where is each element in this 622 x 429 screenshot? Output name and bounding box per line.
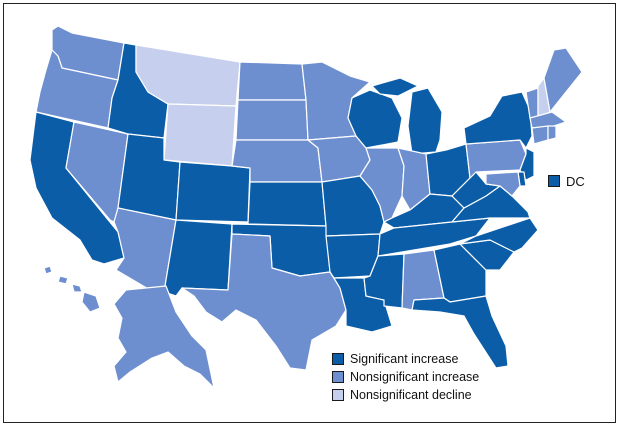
state-HI[interactable] — [43, 265, 101, 313]
state-KS[interactable] — [247, 181, 327, 227]
state-AK[interactable] — [113, 285, 215, 389]
legend-label: Nonsignificant increase — [350, 370, 480, 384]
state-SD[interactable] — [235, 99, 309, 141]
state-MI[interactable] — [371, 77, 443, 155]
legend-label: Significant increase — [350, 352, 459, 366]
state-ME[interactable] — [543, 47, 583, 113]
legend-swatch — [332, 371, 344, 383]
legend-swatch — [332, 389, 344, 401]
dc-swatch — [548, 175, 560, 187]
legend-item-nonsignificant-increase: Nonsignificant increase — [332, 368, 479, 386]
state-NY[interactable] — [463, 91, 533, 149]
state-CT[interactable] — [531, 125, 549, 145]
state-MD[interactable] — [485, 171, 521, 197]
legend-swatch — [332, 353, 344, 365]
state-WV[interactable] — [451, 171, 501, 209]
state-CO[interactable] — [175, 161, 251, 223]
legend-item-nonsignificant-decline: Nonsignificant decline — [332, 386, 479, 404]
state-ND[interactable] — [237, 61, 307, 101]
legend: Significant increase Nonsignificant incr… — [332, 350, 479, 404]
legend-item-significant-increase: Significant increase — [332, 350, 479, 368]
state-WI[interactable] — [347, 89, 403, 149]
legend-label: Nonsignificant decline — [350, 388, 472, 402]
state-WY[interactable] — [163, 103, 237, 167]
state-RI[interactable] — [547, 125, 557, 141]
state-NM[interactable] — [163, 219, 233, 297]
state-TX[interactable] — [181, 233, 347, 371]
state-NC[interactable] — [459, 217, 539, 253]
state-MA[interactable] — [529, 111, 567, 129]
state-TN[interactable] — [377, 217, 491, 257]
state-FL[interactable] — [411, 295, 509, 369]
dc-label: DC — [566, 174, 585, 189]
